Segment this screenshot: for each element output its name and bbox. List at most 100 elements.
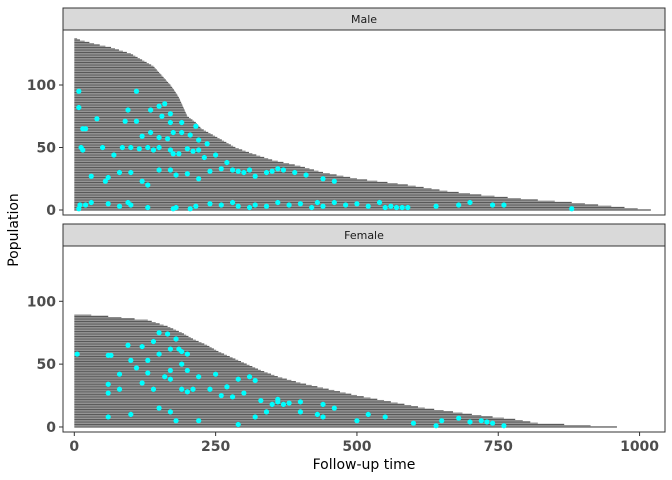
swimmer-bar [74, 46, 112, 49]
event-point [128, 144, 134, 151]
event-point [136, 146, 142, 152]
swimmer-bar [74, 105, 183, 107]
x-tick-label: 1000 [620, 439, 659, 455]
event-point [246, 167, 253, 173]
event-point [128, 169, 134, 176]
event-point [116, 371, 123, 377]
swimmer-bar [74, 319, 148, 321]
swimmer-bar [74, 410, 444, 412]
swimmer-bar [74, 333, 184, 335]
event-point [354, 201, 360, 207]
event-point [365, 411, 371, 418]
event-point [196, 176, 202, 182]
event-point [74, 351, 80, 357]
swimmer-bar [74, 377, 283, 379]
strip-female-label: Female [344, 229, 384, 242]
swimmer-bar [74, 94, 178, 96]
event-point [184, 171, 190, 177]
event-point [246, 204, 253, 211]
event-point [133, 88, 140, 94]
swimmer-bar [74, 362, 244, 364]
event-point [331, 178, 337, 184]
event-point [184, 351, 190, 357]
event-point [122, 118, 128, 124]
swimmer-bar [74, 89, 175, 91]
event-point [218, 392, 224, 399]
event-point [343, 202, 349, 208]
event-point [150, 147, 157, 153]
event-point [139, 178, 145, 184]
swimmer-bar [74, 38, 78, 40]
event-point [167, 376, 173, 382]
swimmer-bar [74, 415, 482, 417]
swimmer-bar [74, 106, 184, 109]
swimmer-bar [74, 80, 168, 82]
x-tick-label: 250 [201, 439, 230, 455]
event-point [196, 374, 202, 380]
swimmer-bar [74, 364, 250, 367]
event-point [167, 119, 173, 126]
swimmer-bar [74, 181, 388, 184]
event-point [176, 346, 182, 352]
swimmer-bar [74, 100, 181, 102]
event-point [309, 204, 315, 211]
event-point [193, 203, 199, 209]
swimmer-bar [74, 199, 538, 201]
swimmer-bar [74, 397, 371, 399]
event-point [467, 419, 473, 425]
swimmer-bar [74, 96, 179, 99]
swimmer-bar [74, 205, 612, 207]
event-point [184, 389, 190, 395]
swimmer-bar [74, 153, 253, 155]
swimmer-bar [74, 329, 177, 331]
swimmer-bar [74, 175, 344, 177]
swimmer-bar [74, 146, 236, 149]
event-point [241, 169, 247, 176]
event-point [179, 129, 185, 136]
event-point [156, 103, 162, 109]
event-point [128, 357, 134, 363]
swimmer-bar [74, 191, 459, 194]
swimmer-bar [74, 166, 305, 169]
swimmer-bar [74, 159, 273, 161]
swimmer-bar [74, 156, 265, 159]
event-point [286, 400, 292, 406]
event-point [156, 144, 162, 151]
swimmer-bar [74, 355, 230, 358]
event-point [410, 420, 417, 426]
swimmer-bar [74, 98, 180, 100]
event-point [105, 390, 111, 396]
event-point [159, 113, 165, 119]
event-point [213, 152, 219, 158]
y-tick-label: 100 [27, 294, 56, 310]
event-point [105, 414, 111, 420]
panel-male-events [76, 88, 575, 212]
event-point [88, 173, 94, 179]
event-point [331, 199, 337, 206]
event-point [269, 168, 275, 174]
swimmer-bar [74, 418, 516, 421]
event-point [218, 166, 224, 172]
swimmer-bar [74, 337, 191, 339]
swimmer-bar [74, 114, 187, 116]
strip-male-label: Male [351, 13, 377, 26]
swimmer-bar [74, 368, 259, 370]
event-point [145, 370, 151, 376]
swimmer-bar [74, 198, 521, 200]
event-point [456, 202, 462, 208]
event-point [297, 409, 304, 415]
x-axis-title: Follow-up time [313, 457, 416, 473]
swimmer-bar [74, 161, 284, 164]
swimmer-bar [74, 403, 405, 405]
event-point [569, 206, 575, 212]
swimmer-bar [74, 158, 269, 160]
swimmer-bar [74, 41, 90, 44]
swimmer-bar [74, 206, 625, 209]
event-point [320, 414, 326, 420]
event-point [173, 172, 179, 178]
swimmer-bar [74, 325, 168, 328]
swimmer-bar [74, 332, 182, 334]
swimmer-bar [74, 330, 179, 333]
event-point [139, 380, 145, 386]
event-point [150, 386, 157, 392]
